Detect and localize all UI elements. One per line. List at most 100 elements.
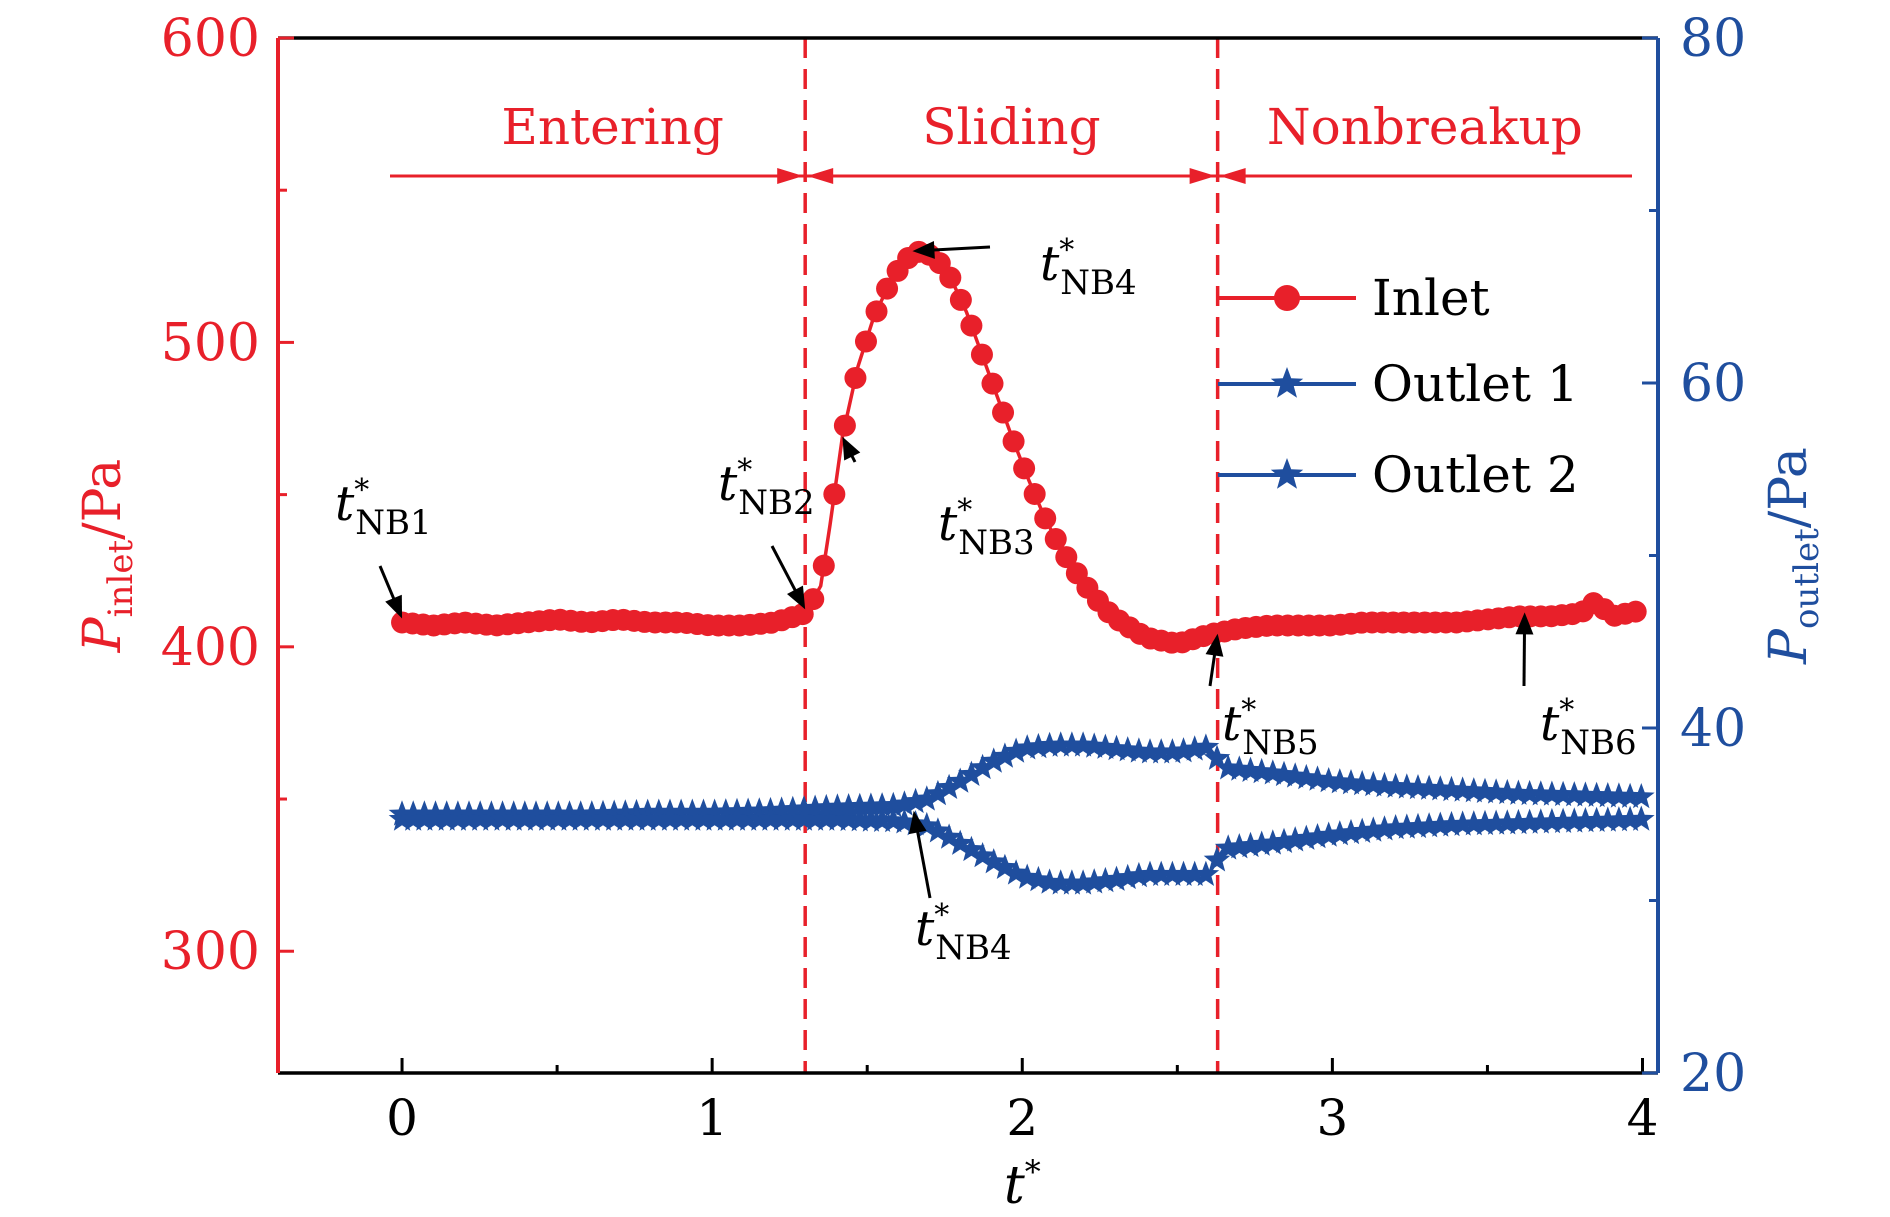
series-2-marker-59 [1047,731,1074,757]
series-2-marker-111 [1627,783,1655,809]
series-3-marker-25 [667,805,695,831]
series-2-marker-65 [1114,736,1141,762]
series-2-marker-54 [991,742,1019,768]
y-left-axis-label: Pinlet/Pa [73,459,141,654]
x-axis-label: t* [1004,1153,1041,1216]
phase-arrow-right-1 [777,168,804,184]
series-3-marker-6 [455,805,483,831]
series-3-marker-77 [1248,830,1275,856]
y-right-tick-label-2: 60 [1680,354,1746,414]
series-3-marker-87 [1360,816,1387,842]
series-3-marker-62 [1080,868,1108,894]
series-2-marker-89 [1382,772,1409,798]
annotation-label-1: t* NB1 [335,473,432,543]
series-3-marker-106 [1572,807,1599,833]
time-annotations: t* NB1 t* NB2 t* NB3 t* NB4 t* NB4 t* NB5 t* NB6 [335,233,1637,968]
annotation-arrow-2-line [770,545,801,598]
series-3-marker-1 [399,805,427,831]
series-2-marker-105 [1561,781,1588,807]
series-2-marker-84 [1326,768,1354,794]
series-1-marker-63 [1055,546,1078,569]
series-3-marker-75 [1226,833,1253,859]
series-1-marker-117 [1624,600,1647,623]
series-3-marker-70 [1170,860,1197,886]
series-1-marker-54 [960,314,983,337]
series-2-marker-45 [891,790,918,816]
axes: 0 1 2 3 4 t* 300 400 500 600 Pinlet/Pa 20 40 60 80 Pout… [73,9,1827,1216]
series-2-marker-40 [835,793,862,819]
series-3-marker-32 [746,805,773,831]
legend-marker-1 [1274,285,1300,311]
series-3-marker-84 [1326,820,1354,846]
series-3-marker-50 [946,829,974,855]
series-3-marker-42 [857,806,885,832]
series-3-marker-109 [1605,806,1633,832]
series-2-marker-90 [1393,773,1421,799]
annotation-arrow-7-line [1522,626,1527,687]
series-3-marker-27 [690,805,717,831]
series-3-marker-15 [556,805,583,831]
series-2-marker-46 [902,787,929,814]
series-3-marker-23 [645,805,673,831]
series-3-marker-31 [734,805,762,831]
annotation-label-5: t* NB4 [915,898,1012,968]
series-3-marker-71 [1181,860,1208,886]
series-3-marker-63 [1092,866,1119,893]
annotation-arrow-3-head [842,436,861,461]
series-3-marker-11 [511,805,539,831]
x-tick-label-0: 0 [386,1089,418,1147]
series-2-marker-109 [1605,782,1633,808]
series-3-marker-80 [1281,826,1309,852]
series-2-marker-72 [1192,733,1220,759]
series-3-marker-97 [1471,809,1499,836]
phase-label-entering: Entering [501,98,724,156]
series-3-marker-36 [790,805,818,831]
y-left-tick-label-0: 300 [161,922,260,982]
series-3-marker-26 [679,805,706,831]
annotation-arrow-2-head [787,585,806,610]
series-3-marker-29 [712,805,740,831]
series-2-marker-98 [1482,778,1510,804]
series-2-marker-60 [1058,731,1086,757]
series-2-marker-48 [924,779,952,806]
series-3-marker-78 [1259,829,1287,855]
series-1-marker-43 [844,366,867,389]
series-3-marker-82 [1304,823,1331,849]
series-3-marker-98 [1482,809,1510,835]
series-3-marker-17 [578,805,606,831]
annotation-arrow-6-head [1205,633,1224,657]
series-2-marker-42 [857,792,885,818]
series-3-marker-100 [1505,808,1532,835]
series-2-marker-96 [1460,777,1488,803]
series-3-marker-21 [623,805,650,831]
series-3-marker-52 [969,842,996,868]
series-2-marker-104 [1549,780,1577,807]
series-3-marker-30 [723,805,751,831]
series-1-marker-60 [1023,483,1046,506]
series-3-marker-96 [1460,810,1488,836]
series-3-marker-60 [1058,869,1086,895]
series-1-marker-42 [833,414,856,437]
series-2-marker-70 [1170,737,1197,763]
series-3-marker-38 [813,805,840,831]
series-3-marker-28 [701,805,728,831]
phase-annotations: Entering Sliding Nonbreakup [390,38,1632,1073]
phase-label-sliding: Sliding [922,98,1100,156]
series-1-marker-59 [1013,457,1036,480]
series-3-marker-33 [757,805,784,831]
series-3-marker-93 [1427,811,1454,837]
series-3-marker-74 [1214,834,1242,860]
y-left-tick-label-1: 400 [161,618,260,678]
x-tick-label-2: 2 [1006,1089,1038,1147]
legend-marker-3 [1270,458,1304,489]
series-1-marker-39 [802,588,825,611]
series-2-marker-108 [1594,782,1622,808]
series-2-marker-88 [1371,771,1398,798]
series-2-marker-100 [1505,779,1532,805]
series-3-marker-103 [1538,807,1566,834]
series-3-marker-59 [1047,869,1074,895]
series-3-marker-20 [612,805,639,831]
series-3-marker-8 [478,805,505,831]
x-tick-label-4: 4 [1627,1089,1659,1147]
series-3-marker-66 [1125,861,1153,888]
